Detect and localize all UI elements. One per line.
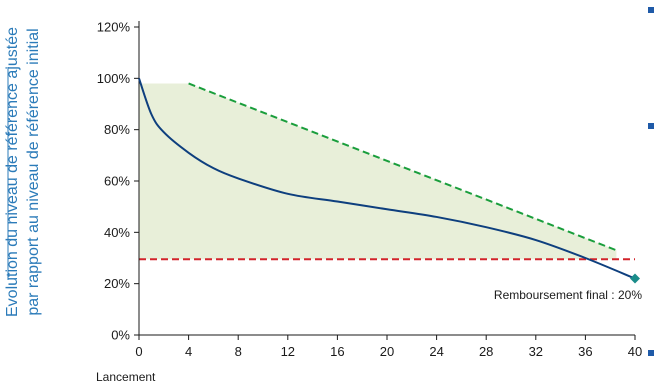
x-tick-label: 32 [529, 344, 543, 359]
bullet-icon [648, 123, 654, 129]
y-axis-label-line1: Evolution du niveau de référence ajustée [4, 27, 21, 317]
y-tick-label: 100% [97, 71, 131, 86]
x-tick-label: 28 [479, 344, 493, 359]
axes: 0% 20% 40% 60% 80% 100% 120% 0 4 8 12 16 20 24 28 32 36 4… [97, 20, 642, 360]
x-tick-label: 16 [330, 344, 344, 359]
bullet-icon [648, 350, 654, 356]
shaded-area [139, 83, 617, 260]
x-tick-label: 8 [235, 344, 242, 359]
y-axis-label-line2: par rapport au niveau de référence initi… [25, 28, 42, 315]
y-tick-label: 120% [97, 20, 131, 35]
x-tick-label: 12 [281, 344, 295, 359]
y-tick-label: 80% [104, 122, 130, 137]
x-axis-label: Lancement [96, 370, 156, 384]
y-tick-label: 20% [104, 276, 130, 291]
bullet-icon [648, 7, 654, 13]
x-tick-label: 40 [628, 344, 642, 359]
series-layer [138, 78, 640, 284]
series-line [138, 78, 636, 280]
x-tick-label: 0 [135, 344, 142, 359]
y-tick-label: 0% [111, 328, 130, 343]
x-tick-label: 4 [185, 344, 192, 359]
reference-lines [139, 82, 635, 261]
y-tick-label: 40% [104, 225, 130, 240]
x-tick-label: 20 [380, 344, 394, 359]
x-tick-label: 24 [429, 344, 443, 359]
x-tick-label: 36 [578, 344, 592, 359]
shaded-region [139, 83, 617, 260]
final-repayment-annotation: Remboursement final : 20% [494, 288, 642, 302]
final-point-marker [630, 273, 640, 284]
y-tick-label: 60% [104, 174, 130, 189]
